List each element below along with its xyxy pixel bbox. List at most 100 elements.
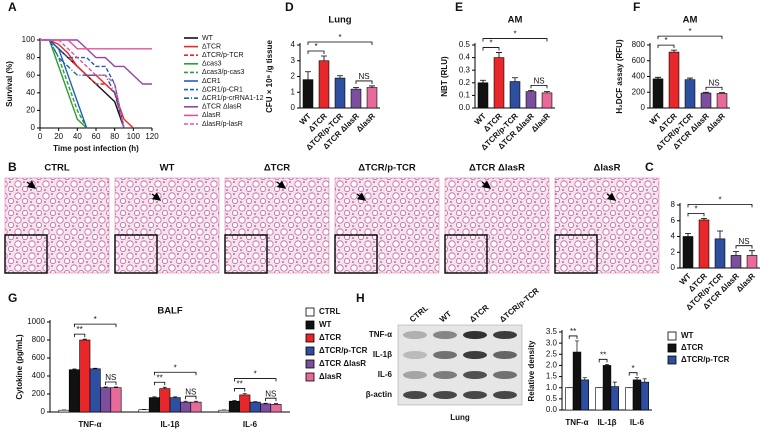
x-tick-label: 100 [127,132,141,141]
y-tick-label: 40 [26,88,35,97]
error-bar [162,386,167,389]
sig-bracket [307,41,373,46]
x-tick-label: ΔlasR [735,271,758,294]
y-tick-label: 0.2 [459,78,471,87]
sig-bracket [185,395,197,400]
y-tick-label: 60 [26,70,35,79]
bar [79,339,91,413]
sig-bracket [74,323,117,328]
bar [594,387,604,411]
blot-band [463,331,487,339]
y-tick-label: 1000 [27,317,45,326]
bar [302,79,314,109]
y-axis-label: NBT (RLU) [440,56,449,97]
histology-inset [4,234,48,274]
panel-label: G [8,291,17,305]
bar [730,255,742,269]
bar [716,93,728,109]
panel-label: C [645,160,654,174]
error-bar [253,401,258,403]
bar [602,365,612,411]
error-bar [93,367,98,369]
bar [477,82,489,109]
x-tick-label: IL-6 [243,420,258,429]
y-axis-label: Relative density [527,340,536,401]
sig-label: ** [236,380,242,389]
error-bar [635,377,639,380]
y-tick-label: 4 [671,232,676,241]
panel-label: A [8,0,17,14]
error-bar [321,55,327,61]
blot-row-label: IL-6 [378,370,393,379]
bar [260,403,272,413]
sig-bracket [628,372,638,376]
y-tick-label: 2.5 [546,349,558,358]
sig-bracket [74,333,86,338]
bar [318,60,330,109]
error-bar [701,217,707,220]
blot-band [493,391,517,399]
x-tick-label: 60 [92,132,101,141]
y-tick-label: 2 [671,247,676,256]
sig-label: ** [570,327,576,336]
blot-band [463,391,487,399]
sig-label: * [254,370,257,379]
x-tick-label: 40 [73,132,82,141]
y-tick-label: 200 [32,389,46,398]
chart-title: BALF [157,306,183,317]
bar [334,77,346,109]
y-tick-label: 0 [31,123,36,132]
y-tick-label: 0 [671,263,676,272]
sig-bracket [657,35,723,40]
sig-bracket [105,381,117,385]
bar [652,78,664,109]
sig-bracket [657,44,675,49]
error-bar [496,52,502,58]
error-bar [749,250,755,256]
error-bar [655,76,661,79]
error-bar [671,49,677,53]
bar [249,401,261,413]
y-tick-label: 0 [641,103,646,112]
y-tick-label: 1.5 [546,372,558,381]
bar [632,379,642,411]
bar [228,400,240,413]
sig-bracket [234,378,277,382]
legend-swatch [305,320,315,330]
legend-label: Δcas3/p-cas3 [202,69,245,76]
arrow [606,192,617,201]
bar [624,387,634,411]
sig-label: * [694,204,697,213]
bar [714,238,726,269]
sig-bracket [234,388,246,392]
error-bar [717,230,723,239]
sig-bracket [530,84,548,89]
legend-label: ΔlasR [319,372,342,381]
y-tick-label: 0.5 [546,394,558,403]
bar [640,381,650,411]
bar [493,57,505,109]
y-tick-label: 600 [32,353,46,362]
chart-title: AM [508,15,523,26]
blot-band [463,351,487,359]
survival-line [40,39,125,129]
sig-label: NS [105,373,116,382]
bar [159,388,171,413]
blot-band [493,351,517,359]
legend-label: ΔTCR ΔlasR [319,359,366,368]
legend-label: ΔTCR/p-TCR [681,355,730,364]
legend-swatch [305,333,315,343]
image-label: WT [160,163,175,174]
error-bar [733,251,739,256]
sig-label: * [513,30,516,39]
y-tick-label: 0 [291,103,296,112]
error-bar [353,87,359,90]
bar [180,401,192,413]
bar [746,255,758,269]
legend-label: WT [202,35,214,42]
sig-label: * [632,364,635,373]
error-bar [528,89,534,92]
x-tick-label: ΔlasR [355,111,378,134]
y-tick-label: 0.5 [459,40,471,49]
y-tick-label: 400 [32,371,46,380]
